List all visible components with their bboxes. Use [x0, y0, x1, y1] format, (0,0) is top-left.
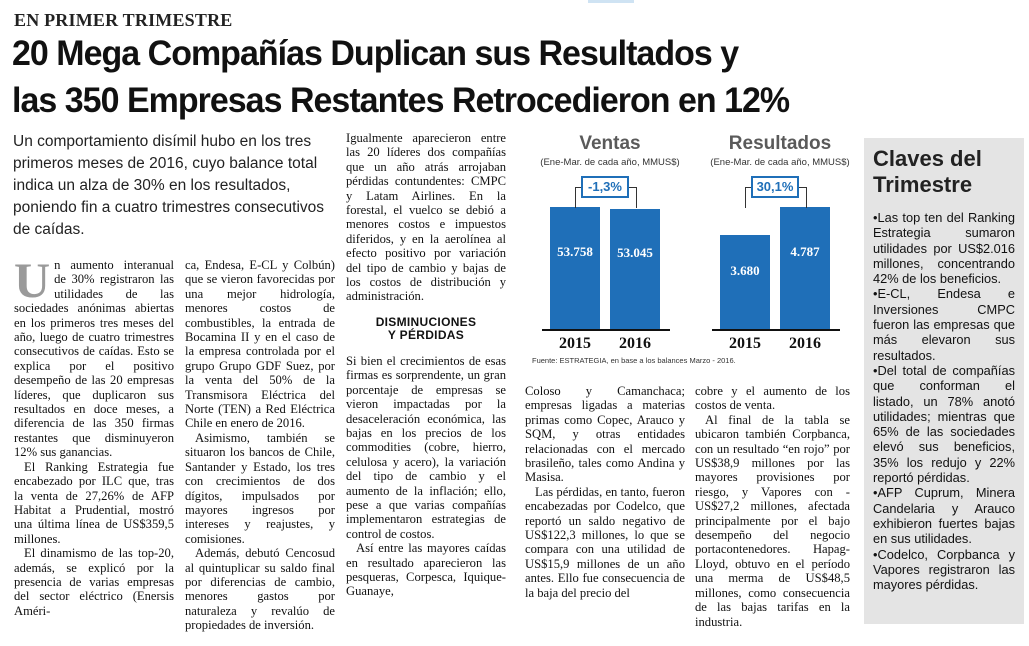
sidebar-box: Claves del Trimestre •Las top ten del Ra…	[864, 138, 1024, 624]
col1-paragraph-3: El dinamismo de las top-20, además, se e…	[14, 546, 174, 618]
col2-paragraph-2: Asimismo, también se situaron los bancos…	[185, 430, 335, 546]
col5-paragraph-2: Al final de la tabla se ubicaron también…	[695, 412, 850, 629]
bar-2015	[550, 207, 600, 329]
drop-cap: U	[14, 252, 51, 308]
article-column-3: Igualmente aparecieron entre las 20 líde…	[346, 131, 506, 599]
sidebar-title-line-1: Claves del	[873, 146, 982, 171]
year-label: 2015	[559, 335, 591, 352]
article-deck: Un comportamiento disímil hubo en los tr…	[13, 133, 325, 238]
col2-paragraph-3: Además, debutó Cencosud al quintuplicar …	[185, 546, 335, 633]
chart-plot-area: 3.680 2015 4.787 2016 30,1%	[700, 133, 860, 353]
headline-line-1: 20 Mega Compañías Duplican sus Resultado…	[12, 34, 739, 73]
col3-paragraph-2: Si bien el crecimientos de esas firmas e…	[346, 353, 506, 541]
article-column-4: Coloso y Camanchaca; empresas ligadas a …	[525, 384, 685, 600]
sidebar-item: •Del total de compañías que conforman el…	[873, 362, 1015, 486]
change-badge: 30,1%	[751, 176, 799, 198]
year-label: 2016	[619, 335, 651, 352]
sidebar-item: •Las top ten del Ranking Estrategia suma…	[873, 210, 1015, 287]
col1-paragraph-2: El Ranking Estrategia fue encabezado por…	[14, 459, 174, 546]
bar-2015	[720, 235, 770, 329]
bar-value-label: 4.787	[790, 243, 820, 259]
col5-paragraph-1: cobre y el aumento de los costos de vent…	[695, 384, 850, 413]
chart-resultados: Resultados (Ene-Mar. de cada año, MMUS$)…	[700, 133, 860, 353]
chart-source-note: Fuente: ESTRATEGIA, en base a los balanc…	[532, 356, 736, 365]
sidebar-title: Claves del Trimestre	[873, 146, 1015, 198]
chart-plot-area: 53.758 2015 53.045 2016 -1,3%	[530, 133, 690, 353]
col2-paragraph-1: ca, Endesa, E-CL y Colbún) que se vieron…	[185, 258, 335, 431]
col1-paragraph-1: n aumento interanual de 30% registraron …	[14, 258, 174, 460]
article-column-5: cobre y el aumento de los costos de vent…	[695, 384, 850, 629]
chart-baseline	[712, 329, 840, 331]
bar-value-label: 3.680	[730, 263, 760, 279]
subhead-line-2: Y PÉRDIDAS	[387, 327, 465, 342]
col3-paragraph-1: Igualmente aparecieron entre las 20 líde…	[346, 131, 506, 304]
article-column-2: ca, Endesa, E-CL y Colbún) que se vieron…	[185, 258, 335, 633]
col3-paragraph-3: Así entre las mayores caídas en resultad…	[346, 541, 506, 599]
sidebar-item: •AFP Cuprum, Minera Candelaria y Arauco …	[873, 485, 1015, 547]
section-kicker: EN PRIMER TRIMESTRE	[14, 10, 233, 30]
sidebar-item: •E-CL, Endesa e Inversiones CMPC fueron …	[873, 286, 1015, 363]
bar-2016	[610, 209, 660, 329]
section-subhead: DISMINUCIONES Y PÉRDIDAS	[346, 314, 506, 342]
chart-subtitle: (Ene-Mar. de cada año, MMUS$)	[540, 157, 680, 168]
year-label: 2016	[789, 335, 821, 352]
sidebar-title-line-2: Trimestre	[873, 172, 973, 197]
bar-value-label: 53.045	[617, 245, 653, 260]
chart-title: Resultados	[728, 133, 832, 154]
bar-value-label: 53.758	[557, 243, 593, 259]
subhead-line-1: DISMINUCIONES	[375, 314, 477, 329]
change-badge: -1,3%	[581, 176, 629, 198]
top-color-mark	[588, 0, 634, 3]
chart-title: Ventas	[579, 133, 641, 154]
bar-2016	[780, 207, 830, 329]
sidebar-item: •Codelco, Corpbanca y Vapores registraro…	[873, 546, 1015, 593]
chart-baseline	[542, 329, 670, 331]
headline-line-2: las 350 Empresas Restantes Retrocedieron…	[12, 81, 790, 120]
col4-paragraph-2: Las pérdidas, en tanto, fueron encabezad…	[525, 484, 685, 600]
chart-ventas: Ventas (Ene-Mar. de cada año, MMUS$) 53.…	[530, 133, 690, 353]
year-label: 2015	[729, 335, 761, 352]
col4-paragraph-1: Coloso y Camanchaca; empresas ligadas a …	[525, 384, 685, 485]
chart-subtitle: (Ene-Mar. de cada año, MMUS$)	[710, 157, 850, 168]
